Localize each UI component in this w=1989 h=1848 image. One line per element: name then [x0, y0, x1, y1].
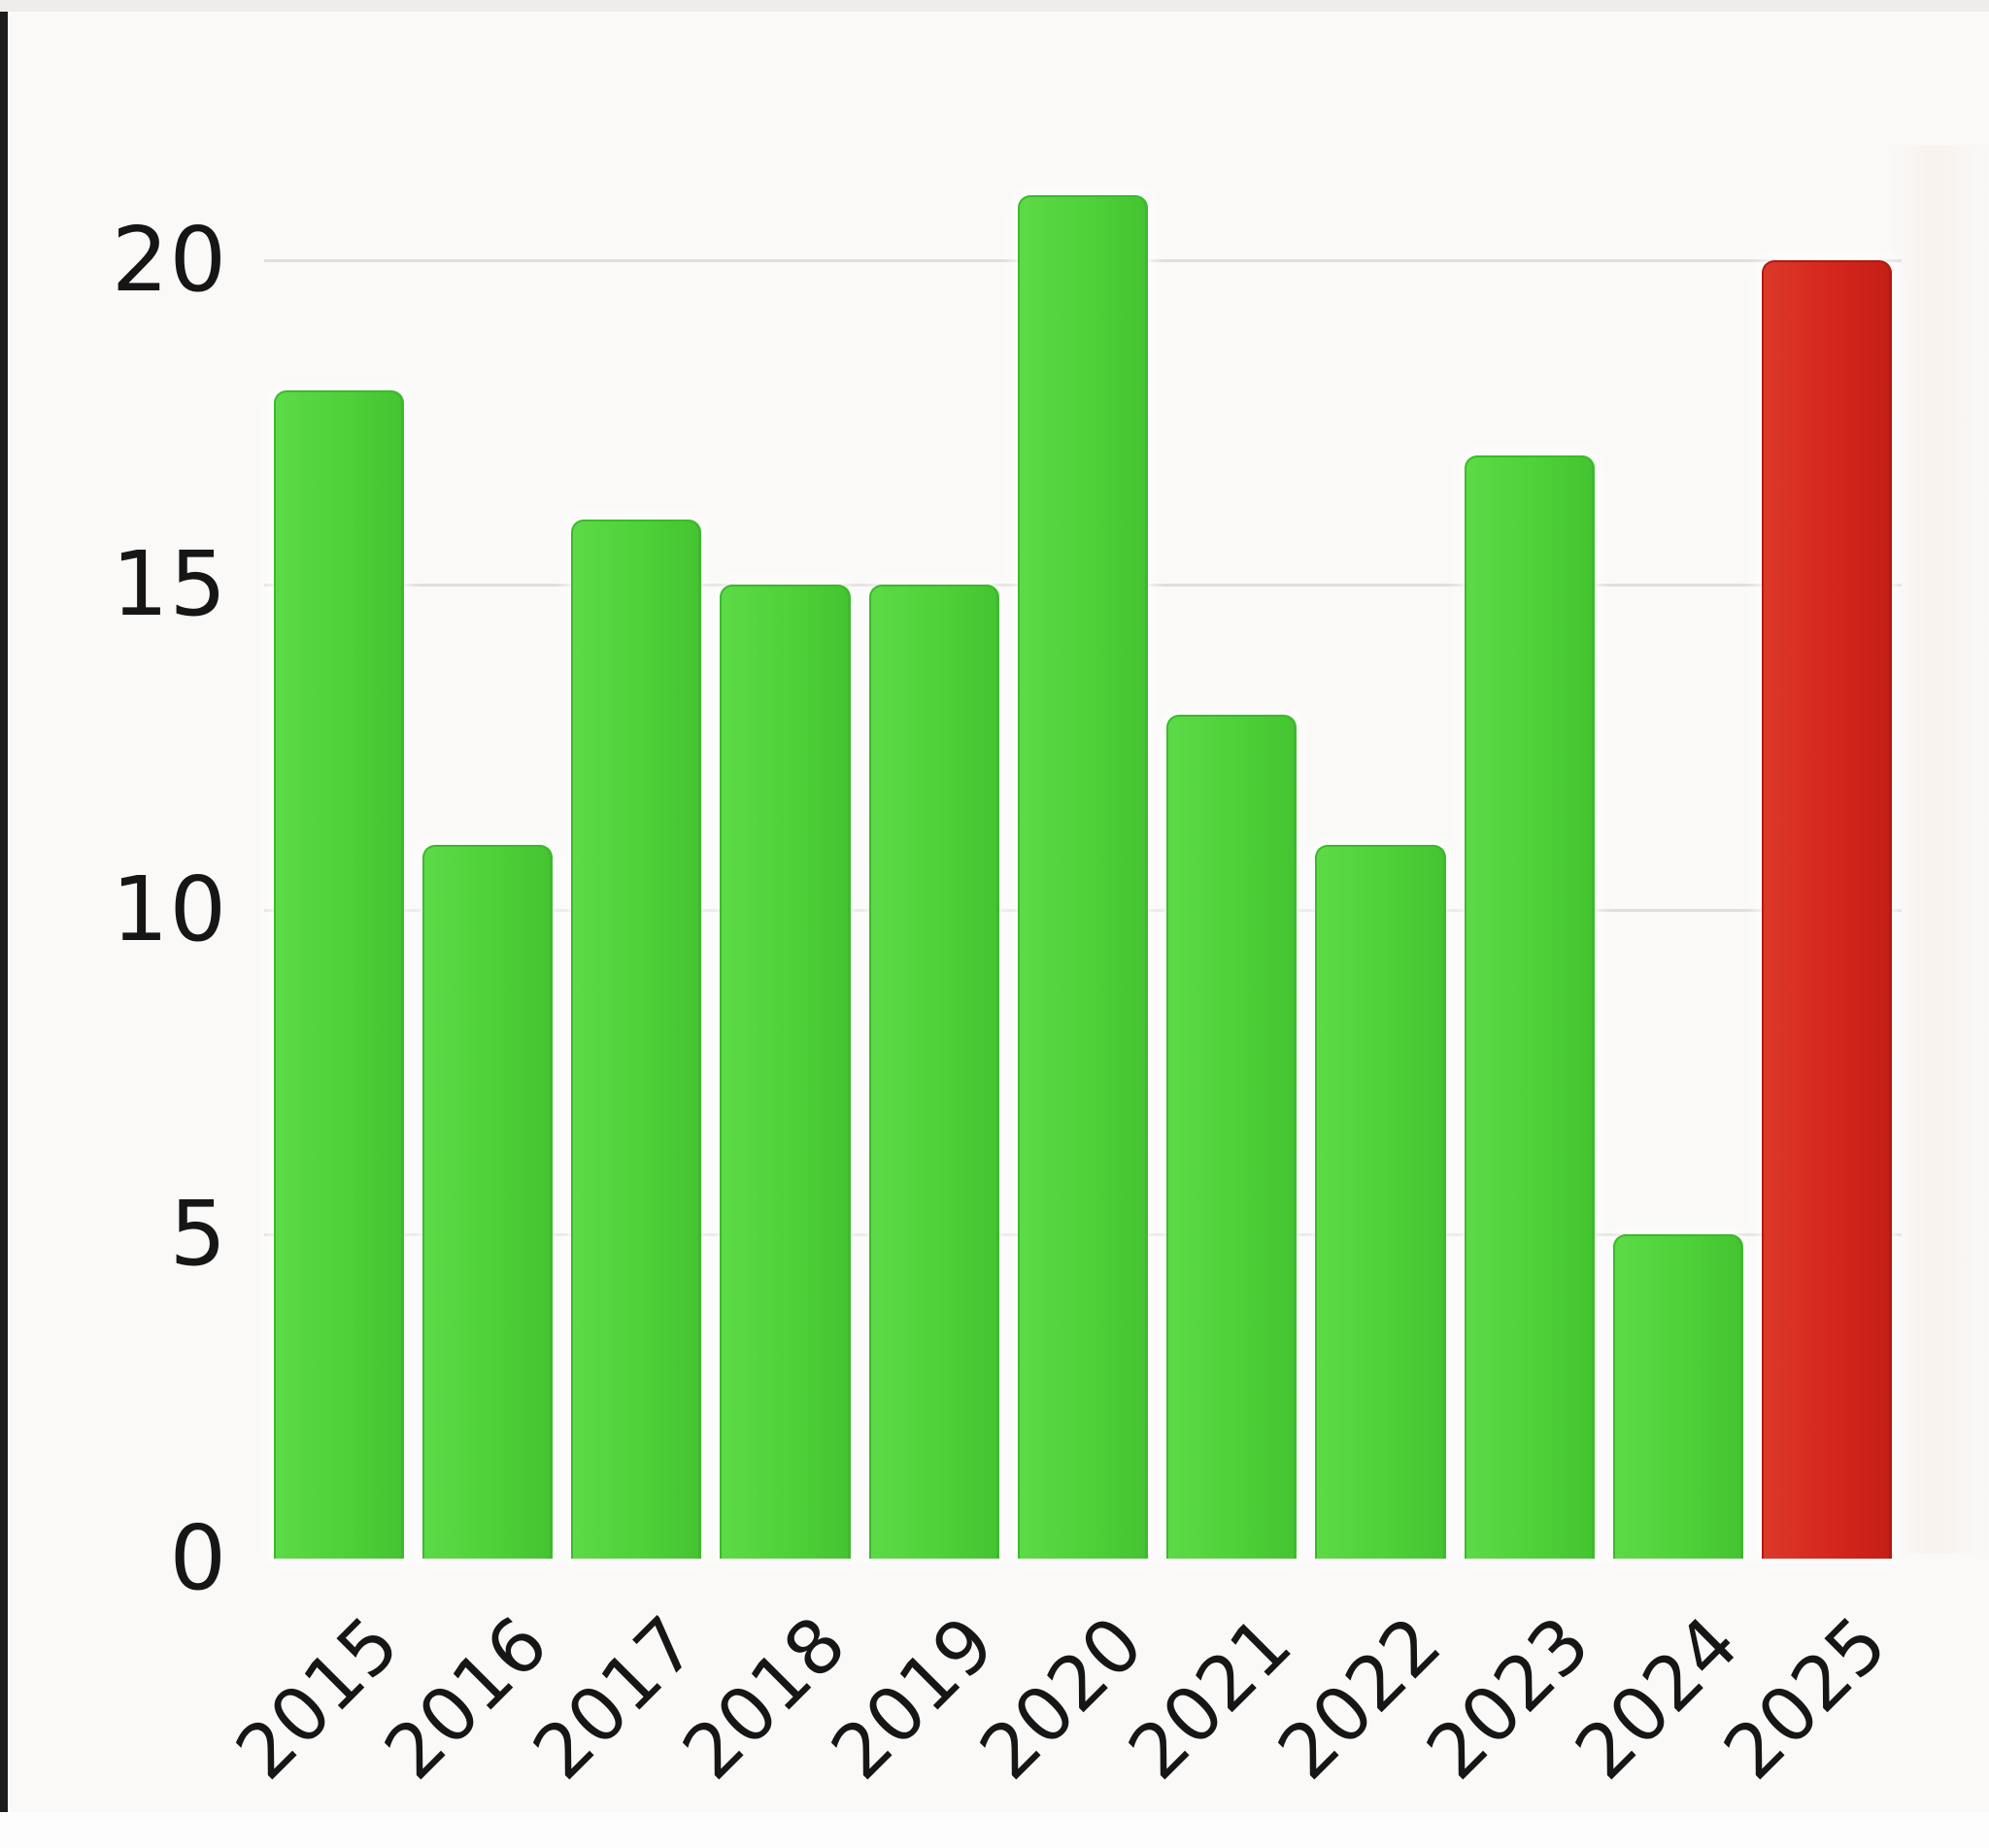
y-tick-label-0: 0	[169, 1506, 227, 1610]
bar-2016	[421, 844, 554, 1559]
bar-2025	[1762, 260, 1893, 1559]
x-tick-label-2020: 2020	[963, 1600, 1161, 1797]
bar-2023	[1464, 454, 1595, 1559]
x-tick-label-2017: 2017	[518, 1600, 714, 1797]
screen-left-edge-line	[0, 12, 8, 1812]
bar-2015	[273, 389, 404, 1559]
bottom-edge-strip	[0, 1812, 1989, 1848]
x-tick-label-2025: 2025	[1708, 1600, 1905, 1797]
bar-2021	[1166, 714, 1298, 1559]
y-tick-label-15: 15	[111, 532, 227, 637]
x-tick-label-2021: 2021	[1113, 1600, 1309, 1797]
x-tick-label-2019: 2019	[815, 1600, 1012, 1797]
y-tick-label-20: 20	[111, 208, 227, 312]
bar-2017	[571, 520, 702, 1559]
bar-2019	[868, 585, 999, 1559]
x-tick-label-2023: 2023	[1410, 1600, 1607, 1797]
x-tick-label-2016: 2016	[368, 1600, 565, 1797]
bar-2022	[1315, 844, 1446, 1559]
bar-2018	[720, 585, 851, 1559]
x-tick-label-2018: 2018	[666, 1600, 862, 1797]
x-tick-label-2024: 2024	[1559, 1600, 1756, 1797]
top-edge-strip	[0, 0, 1989, 12]
y-tick-label-5: 5	[169, 1181, 227, 1286]
x-tick-label-2022: 2022	[1262, 1600, 1458, 1797]
y-tick-label-10: 10	[111, 857, 227, 961]
bar-2020	[1017, 195, 1149, 1559]
x-tick-label-2015: 2015	[219, 1600, 417, 1797]
bar-2024	[1612, 1233, 1744, 1559]
